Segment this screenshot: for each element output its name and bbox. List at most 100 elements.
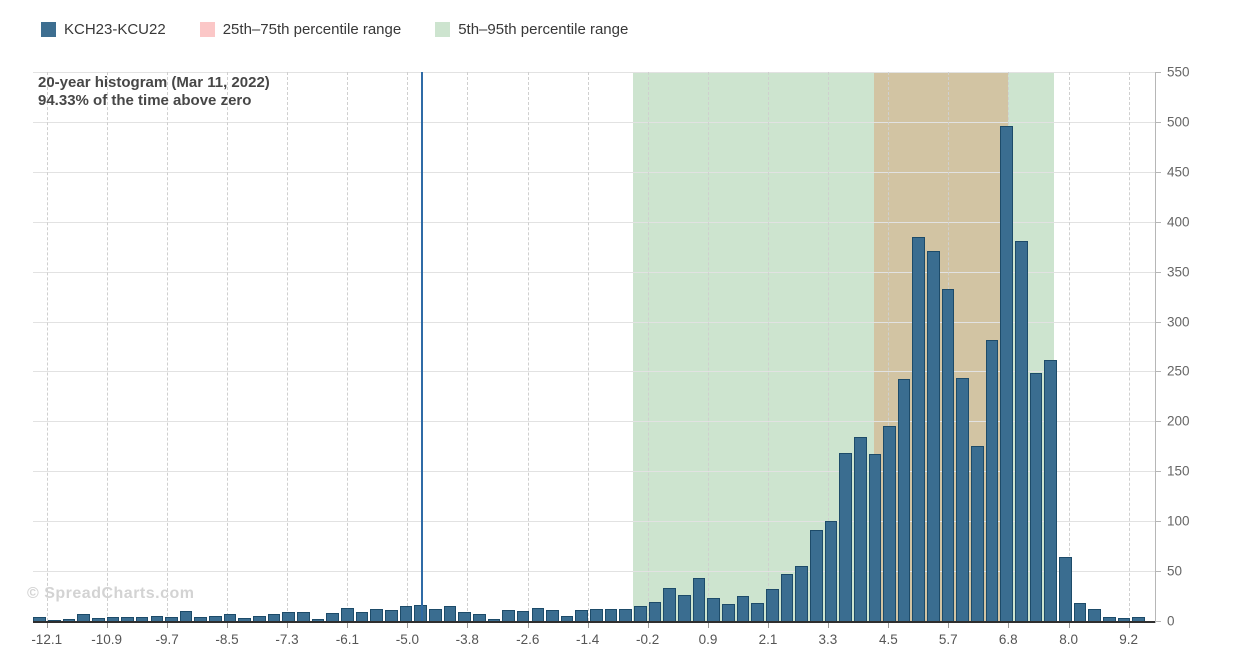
histogram-bar[interactable]: [1102, 617, 1116, 621]
histogram-bar[interactable]: [414, 605, 427, 621]
histogram-bar[interactable]: [1015, 240, 1028, 621]
histogram-bar[interactable]: [853, 437, 867, 621]
histogram-bar[interactable]: [985, 339, 999, 621]
y-axis-label: 50: [1167, 563, 1183, 579]
horizontal-gridline: [33, 421, 1155, 423]
histogram-bar[interactable]: [516, 611, 530, 621]
histogram-bar[interactable]: [179, 611, 193, 621]
histogram-bar[interactable]: [326, 613, 339, 621]
histogram-bar[interactable]: [765, 589, 779, 621]
histogram-bar[interactable]: [384, 610, 398, 621]
histogram-bar[interactable]: [736, 596, 750, 621]
histogram-bar[interactable]: [1088, 609, 1101, 621]
y-axis-label: 400: [1167, 214, 1190, 230]
histogram-bar[interactable]: [297, 612, 310, 621]
histogram-bar[interactable]: [692, 578, 706, 621]
histogram-bar[interactable]: [355, 612, 369, 621]
histogram-bar[interactable]: [648, 602, 662, 621]
histogram-bar[interactable]: [839, 453, 852, 621]
histogram-bar[interactable]: [472, 614, 486, 621]
histogram-bar[interactable]: [370, 609, 383, 621]
histogram-bar[interactable]: [267, 614, 281, 621]
histogram-bar[interactable]: [971, 446, 984, 621]
histogram-bar[interactable]: [824, 521, 838, 621]
histogram-bar[interactable]: [238, 618, 252, 621]
histogram-bar[interactable]: [47, 620, 61, 621]
histogram-bar[interactable]: [721, 604, 735, 621]
histogram-bar[interactable]: [1029, 373, 1043, 621]
histogram-bar[interactable]: [458, 612, 471, 621]
histogram-bar[interactable]: [399, 606, 413, 621]
histogram-bar[interactable]: [678, 595, 691, 621]
histogram-bar[interactable]: [780, 574, 794, 621]
x-axis-tick: [46, 623, 48, 628]
chart-title-line1: 20-year histogram (Mar 11, 2022): [38, 74, 270, 91]
x-axis-tick: [888, 623, 890, 628]
histogram-bar[interactable]: [1000, 125, 1014, 621]
x-axis-label: -8.5: [215, 632, 239, 647]
plot-area: 20-year histogram (Mar 11, 2022) 94.33% …: [27, 72, 1155, 623]
legend-item-series[interactable]: KCH23-KCU22: [41, 21, 166, 38]
vertical-gridline: [467, 72, 469, 621]
histogram-bar[interactable]: [428, 609, 442, 621]
histogram-bar[interactable]: [868, 454, 882, 621]
histogram-bar[interactable]: [253, 616, 266, 621]
histogram-bar[interactable]: [135, 617, 149, 621]
histogram-bar[interactable]: [927, 250, 940, 621]
histogram-bar[interactable]: [809, 530, 823, 621]
horizontal-gridline: [33, 371, 1155, 373]
histogram-bar[interactable]: [575, 610, 589, 621]
y-axis-tick: [1155, 621, 1161, 622]
histogram-bar[interactable]: [707, 598, 720, 621]
histogram-bar[interactable]: [1073, 603, 1087, 621]
chart-title: 20-year histogram (Mar 11, 2022) 94.33% …: [38, 74, 270, 110]
histogram-bar[interactable]: [546, 610, 559, 621]
histogram-bar[interactable]: [487, 619, 501, 621]
histogram-bar[interactable]: [77, 614, 90, 621]
y-axis-tick: [1155, 72, 1161, 73]
legend-item-5-95-band[interactable]: 5th–95th percentile range: [435, 21, 628, 38]
histogram-bar[interactable]: [106, 617, 120, 621]
histogram-bar[interactable]: [883, 426, 896, 621]
histogram-bar[interactable]: [912, 236, 926, 621]
y-axis-tick: [1155, 371, 1161, 373]
histogram-bar[interactable]: [897, 379, 911, 621]
histogram-bar[interactable]: [1117, 618, 1131, 621]
histogram-bar[interactable]: [443, 606, 457, 621]
histogram-bar[interactable]: [150, 616, 164, 621]
x-axis-tick: [106, 623, 108, 628]
histogram-bar[interactable]: [941, 288, 955, 621]
histogram-bar[interactable]: [956, 378, 970, 621]
histogram-bar[interactable]: [121, 617, 134, 621]
histogram-bar[interactable]: [663, 588, 677, 621]
legend-item-25-75-band[interactable]: 25th–75th percentile range: [199, 21, 401, 38]
histogram-bar[interactable]: [560, 616, 574, 621]
histogram-bar[interactable]: [531, 608, 545, 621]
histogram-bar[interactable]: [62, 619, 76, 621]
histogram-bar[interactable]: [194, 617, 208, 621]
histogram-bar[interactable]: [209, 616, 222, 621]
histogram-bar[interactable]: [282, 612, 296, 621]
histogram-bar[interactable]: [311, 619, 325, 621]
y-axis-tick: [1155, 421, 1161, 423]
histogram-bar[interactable]: [502, 610, 515, 621]
x-axis-label: -1.4: [576, 632, 600, 647]
histogram-bar[interactable]: [91, 618, 105, 621]
histogram-bar[interactable]: [1044, 360, 1057, 621]
histogram-bar[interactable]: [165, 617, 178, 621]
histogram-bar[interactable]: [619, 609, 633, 621]
histogram-bar[interactable]: [1132, 617, 1145, 621]
histogram-bar[interactable]: [795, 566, 808, 621]
x-axis-tick: [1008, 623, 1010, 628]
x-axis-tick: [167, 623, 169, 628]
histogram-bar[interactable]: [223, 614, 237, 621]
histogram-bar[interactable]: [604, 609, 618, 621]
histogram-bar[interactable]: [751, 603, 764, 621]
histogram-bar[interactable]: [590, 609, 603, 621]
histogram-bar[interactable]: [341, 608, 354, 621]
histogram-bar[interactable]: [1059, 557, 1072, 621]
histogram-bar[interactable]: [634, 606, 647, 621]
x-axis-label: -3.8: [455, 632, 479, 647]
histogram-bar[interactable]: [33, 617, 46, 621]
vertical-gridline: [888, 72, 890, 621]
